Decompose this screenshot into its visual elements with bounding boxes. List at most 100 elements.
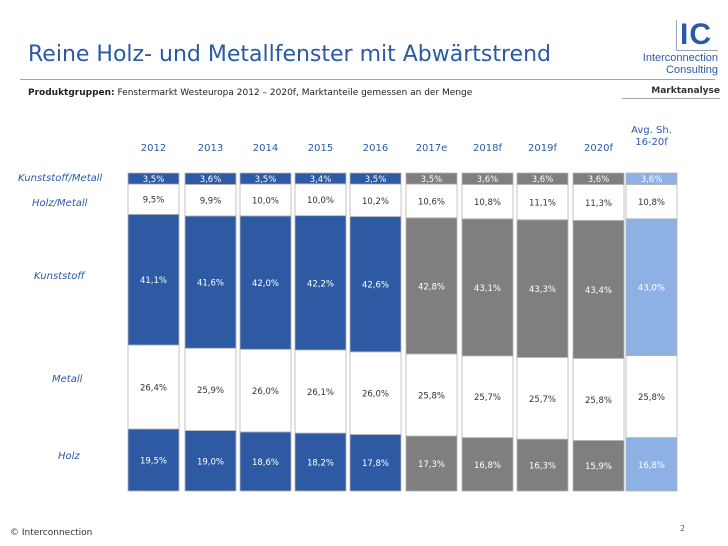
data-label-5-1: 25,8%	[418, 391, 445, 401]
logo-text-line2: Consulting	[666, 64, 718, 76]
bar-segment-4-2	[349, 216, 402, 353]
category-label-5: 2017e	[416, 143, 448, 154]
bar-segment-9-1	[625, 355, 678, 438]
data-label-8-3: 11,3%	[585, 199, 612, 209]
data-label-0-2: 41,1%	[140, 276, 167, 286]
category-label-4: 2016	[363, 143, 388, 154]
data-label-4-2: 42,6%	[362, 281, 389, 291]
data-label-5-4: 3,5%	[421, 175, 443, 185]
bar-segment-2-4	[239, 172, 292, 185]
category-label-3: 2015	[308, 143, 333, 154]
row-label-metall: Metall	[52, 374, 83, 385]
data-label-3-0: 18,2%	[307, 459, 334, 469]
data-label-0-3: 9,5%	[143, 196, 165, 206]
subtitle-text: Fenstermarkt Westeuropa 2012 – 2020f, Ma…	[114, 88, 473, 98]
bar-segment-7-1	[516, 357, 569, 440]
data-label-9-3: 10,8%	[638, 198, 665, 208]
data-label-8-2: 43,4%	[585, 286, 612, 296]
category-label-9-0: Avg. Sh.	[631, 125, 672, 136]
section-divider	[622, 98, 720, 99]
logo-mark: IC	[680, 18, 712, 51]
data-label-7-1: 25,7%	[529, 395, 556, 405]
bar-segment-3-0	[294, 432, 347, 492]
bar-segment-5-0	[405, 435, 458, 492]
category-label-0: 2012	[141, 143, 166, 154]
data-label-2-3: 10,0%	[252, 197, 279, 207]
data-label-6-2: 43,1%	[474, 284, 501, 294]
bar-segment-0-0	[127, 428, 180, 492]
bar-segment-3-2	[294, 215, 347, 351]
data-label-8-1: 25,8%	[585, 396, 612, 406]
data-label-8-0: 15,9%	[585, 462, 612, 472]
data-label-6-4: 3,6%	[477, 175, 499, 185]
data-label-4-0: 17,8%	[362, 459, 389, 469]
bar-segment-2-1	[239, 348, 292, 433]
data-label-0-0: 19,5%	[140, 456, 167, 466]
data-label-4-4: 3,5%	[365, 175, 387, 185]
bar-segment-8-4	[572, 172, 625, 185]
bar-segment-6-4	[461, 172, 514, 185]
data-label-1-4: 3,6%	[200, 175, 222, 185]
section-label: Marktanalyse	[651, 86, 720, 96]
bar-segment-7-2	[516, 219, 569, 358]
bar-segment-4-1	[349, 351, 402, 435]
logo-text-line1: Interconnection	[642, 52, 718, 64]
data-label-2-2: 42,0%	[252, 279, 279, 289]
data-label-0-1: 26,4%	[140, 384, 167, 394]
data-label-7-3: 11,1%	[529, 199, 556, 209]
data-label-5-3: 10,6%	[418, 197, 445, 207]
bar-segment-4-0	[349, 434, 402, 492]
logo-frame	[676, 20, 718, 51]
bar-segment-9-4	[625, 172, 678, 185]
data-label-2-4: 3,5%	[255, 175, 277, 185]
bar-segment-1-4	[184, 172, 237, 185]
page-number: 2	[680, 524, 686, 533]
data-label-1-2: 41,6%	[197, 279, 224, 289]
data-label-1-3: 9,9%	[200, 197, 222, 207]
page-title: Reine Holz- und Metallfenster mit Abwärt…	[28, 42, 552, 67]
bar-segment-1-0	[184, 430, 237, 492]
title-divider	[20, 79, 715, 80]
bar-segment-5-4	[405, 172, 458, 185]
bar-segment-0-4	[127, 172, 180, 185]
bar-segment-3-1	[294, 349, 347, 434]
copyright: © Interconnection	[10, 528, 93, 538]
data-label-9-1: 25,8%	[638, 393, 665, 403]
data-label-9-2: 43,0%	[638, 284, 665, 294]
bar-segment-6-0	[461, 437, 514, 492]
bar-segment-5-2	[405, 217, 458, 355]
bar-segment-0-2	[127, 213, 180, 346]
data-label-7-2: 43,3%	[529, 285, 556, 295]
bar-segment-9-3	[625, 184, 678, 220]
data-label-1-1: 25,9%	[197, 386, 224, 396]
bar-segment-2-2	[239, 215, 292, 350]
data-label-1-0: 19,0%	[197, 457, 224, 467]
data-label-7-0: 16,3%	[529, 462, 556, 472]
category-label-2: 2014	[253, 143, 278, 154]
category-label-1: 2013	[198, 143, 223, 154]
bar-segment-6-1	[461, 355, 514, 438]
subtitle-label: Produktgruppen:	[28, 88, 115, 98]
data-label-3-3: 10,0%	[307, 196, 334, 206]
data-label-5-0: 17,3%	[418, 460, 445, 470]
data-label-3-1: 26,1%	[307, 388, 334, 398]
data-label-4-3: 10,2%	[362, 197, 389, 207]
bar-segment-7-4	[516, 172, 569, 185]
bar-segment-0-1	[127, 344, 180, 430]
bar-segment-6-3	[461, 184, 514, 220]
data-label-3-2: 42,2%	[307, 279, 334, 289]
bar-segment-1-3	[184, 184, 237, 217]
bar-segment-9-0	[625, 437, 678, 492]
bar-segment-3-3	[294, 183, 347, 217]
category-label-9-1: 16-20f	[635, 137, 668, 148]
data-label-6-0: 16,8%	[474, 461, 501, 471]
row-label-holz-metall: Holz/Metall	[32, 198, 88, 209]
bar-segment-5-1	[405, 353, 458, 437]
category-label-6: 2018f	[473, 143, 502, 154]
data-label-0-4: 3,5%	[143, 175, 165, 185]
data-label-3-4: 3,4%	[310, 175, 332, 185]
category-label-7: 2019f	[528, 143, 557, 154]
data-label-5-2: 42,8%	[418, 282, 445, 292]
data-label-9-4: 3,6%	[641, 175, 663, 185]
data-label-6-1: 25,7%	[474, 393, 501, 403]
